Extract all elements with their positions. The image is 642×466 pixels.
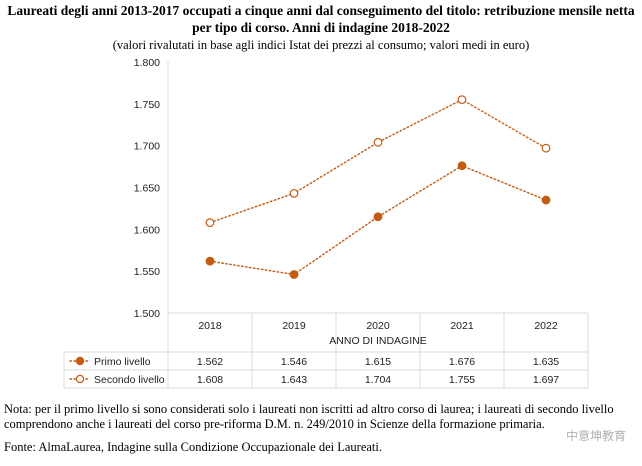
data-point [457,161,467,171]
data-point [289,188,299,198]
data-table-cell: 1.615 [365,356,391,368]
line-chart: 1.500 1.550 1.600 1.650 1.700 1.750 1.800 2018 2… [63,57,589,389]
chart-title: Laureati degli anni 2013-2017 occupati a… [0,2,642,36]
x-tick-label: 2022 [534,320,558,332]
chart-note: Nota: per il primo livello si sono consi… [4,402,614,431]
legend-key-marker [75,374,85,384]
data-table-cell: 1.546 [281,356,307,368]
data-table-cell: 1.697 [533,374,559,386]
data-table-cell: 1.704 [365,374,391,386]
series-line-1 [209,98,547,224]
data-point [541,143,551,153]
data-table-cell: 1.676 [449,356,475,368]
data-point [373,137,383,147]
y-tick-label: 1.650 [134,183,160,195]
data-point [373,212,383,222]
chart-title-line-2: per tipo di corso. Anni di indagine 2018… [192,20,450,35]
legend-label: Primo livello [94,356,151,368]
y-tick-label: 1.800 [134,57,160,69]
data-point [457,95,467,105]
x-tick-label: 2020 [366,320,390,332]
x-axis-title: ANNO DI INDAGINE [329,335,426,347]
data-point [541,195,551,205]
y-tick-label: 1.550 [134,266,160,278]
x-tick-label: 2021 [450,320,474,332]
y-tick-label: 1.600 [134,224,160,236]
data-table-cell: 1.562 [197,356,223,368]
data-point [205,256,215,266]
data-point [205,218,215,228]
x-tick-label: 2019 [282,320,306,332]
data-table-cell: 1.608 [197,374,223,386]
chart-source: Fonte: AlmaLaurea, Indagine sulla Condiz… [4,440,382,454]
series-line-0 [209,164,547,276]
data-table-cell: 1.643 [281,374,307,386]
legend-label: Secondo livello [94,374,165,386]
x-tick-label: 2018 [198,320,222,332]
data-table-cell: 1.635 [533,356,559,368]
chart-subtitle: (valori rivalutati in base agli indici I… [112,38,530,52]
chart-title-line-1: Laureati degli anni 2013-2017 occupati a… [7,3,635,18]
y-tick-label: 1.500 [134,308,160,320]
y-tick-label: 1.700 [134,141,160,153]
data-table-cell: 1.755 [449,374,475,386]
data-point [289,270,299,279]
watermark: 中意坤教育 [565,429,626,443]
y-tick-label: 1.750 [134,99,160,111]
legend-key-marker [75,356,85,366]
